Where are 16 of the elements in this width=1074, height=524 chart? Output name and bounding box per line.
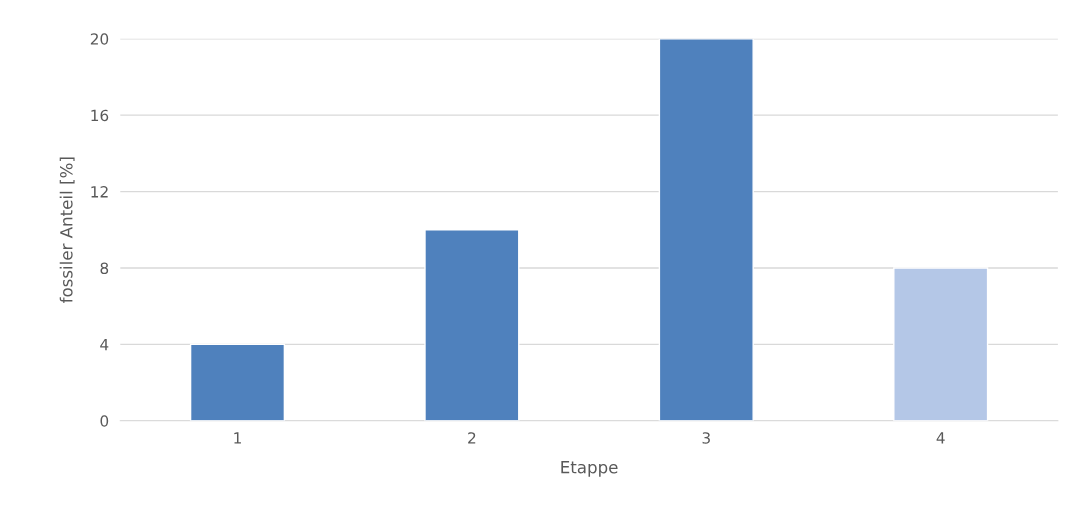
y-tick-label: 16 <box>91 109 109 122</box>
y-tick-label: 8 <box>100 262 109 274</box>
y-tick-label: 12 <box>91 186 108 198</box>
x-axis-title: Etappe <box>561 461 618 477</box>
y-tick-label: 4 <box>100 339 109 351</box>
bar <box>424 229 520 421</box>
bar <box>189 343 286 421</box>
x-tick-label: 4 <box>936 432 945 444</box>
bar <box>893 267 989 421</box>
x-tick-label: 3 <box>702 432 710 444</box>
x-tick-label: 1 <box>234 432 241 444</box>
bar <box>658 38 754 421</box>
y-axis-title: fossiler Anteil [%] <box>59 157 75 304</box>
y-tick-label: 0 <box>100 415 109 427</box>
y-tick-label: 20 <box>90 33 109 45</box>
x-tick-label: 2 <box>468 432 476 444</box>
